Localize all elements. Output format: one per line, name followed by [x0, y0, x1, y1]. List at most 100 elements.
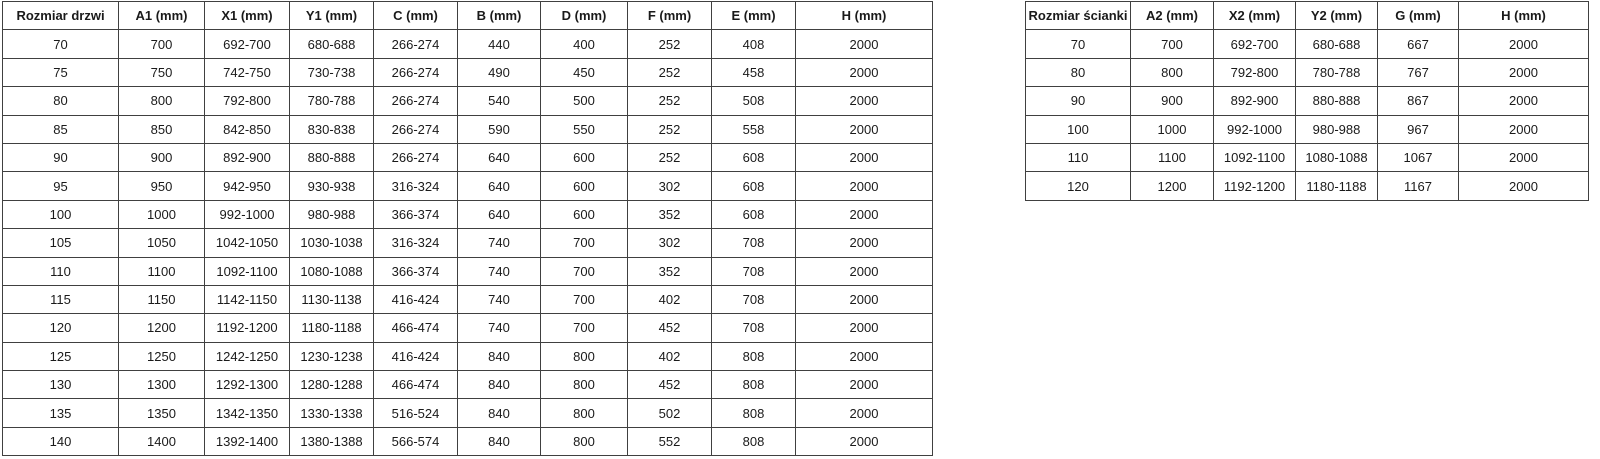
table-cell: 2000 [795, 398, 933, 428]
table-cell: 466-474 [373, 370, 458, 400]
table-row: 80 800 792-800 780-788 767 2000 [1025, 57, 1589, 88]
header-row: Rozmiar ścianki A2 (mm) X2 (mm) Y2 (mm) G (m… [1025, 0, 1589, 31]
table-cell: 408 [711, 29, 796, 59]
table-cell: 640 [457, 199, 541, 230]
table-cell: 708 [711, 228, 796, 258]
table-cell: 130 [2, 370, 119, 400]
column-header: A2 (mm) [1130, 0, 1214, 31]
table-cell: 1300 [118, 370, 205, 400]
table-cell: 750 [118, 57, 205, 88]
table-row: 120 1200 1192-1200 1180-1188 466-474 740 700 45… [2, 313, 933, 343]
table-cell: 1180-1188 [1295, 171, 1378, 201]
table-cell: 2000 [795, 341, 933, 372]
table-cell: 1230-1238 [289, 341, 374, 372]
table-cell: 125 [2, 341, 119, 372]
table-cell: 2000 [795, 57, 933, 88]
table-cell: 1080-1088 [289, 256, 374, 286]
column-header: C (mm) [373, 0, 458, 31]
table-row: 100 1000 992-1000 980-988 967 2000 [1025, 114, 1589, 144]
table-cell: 2000 [795, 29, 933, 59]
table-cell: 2000 [795, 426, 933, 457]
table-cell: 780-788 [1295, 57, 1378, 88]
table-cell: 252 [627, 114, 712, 144]
table-cell: 792-800 [204, 86, 290, 116]
table-cell: 490 [457, 57, 541, 88]
table-cell: 2000 [1458, 57, 1589, 88]
table-cell: 830-838 [289, 114, 374, 144]
column-header: Rozmiar ścianki [1025, 0, 1131, 31]
table-cell: 600 [540, 142, 628, 173]
table-row: 120 1200 1192-1200 1180-1188 1167 2000 [1025, 171, 1589, 201]
table-cell: 1192-1200 [204, 313, 290, 343]
table-cell: 2000 [795, 86, 933, 116]
table-cell: 552 [627, 426, 712, 457]
column-header: X1 (mm) [204, 0, 290, 31]
column-header: X2 (mm) [1213, 0, 1296, 31]
table-cell: 930-938 [289, 171, 374, 201]
table-cell: 2000 [1458, 142, 1589, 173]
table-cell: 540 [457, 86, 541, 116]
table-cell: 792-800 [1213, 57, 1296, 88]
table-cell: 667 [1377, 29, 1459, 59]
table-cell: 840 [457, 341, 541, 372]
table-row: 115 1150 1142-1150 1130-1138 416-424 740 700 40… [2, 284, 933, 315]
table-cell: 980-988 [1295, 114, 1378, 144]
table-cell: 452 [627, 313, 712, 343]
table-row: 70 700 692-700 680-688 266-274 440 400 252 408 20… [2, 29, 933, 59]
table-cell: 1092-1100 [204, 256, 290, 286]
column-header: Y1 (mm) [289, 0, 374, 31]
table-cell: 1030-1038 [289, 228, 374, 258]
table-cell: 2000 [1458, 114, 1589, 144]
column-header: Rozmiar drzwi [2, 0, 119, 31]
table-cell: 680-688 [1295, 29, 1378, 59]
table-cell: 266-274 [373, 86, 458, 116]
table-cell: 2000 [1458, 29, 1589, 59]
column-header: B (mm) [457, 0, 541, 31]
table-cell: 700 [540, 256, 628, 286]
table-cell: 110 [1025, 142, 1131, 173]
table-cell: 1000 [1130, 114, 1214, 144]
table-cell: 800 [540, 370, 628, 400]
table-cell: 266-274 [373, 114, 458, 144]
table-cell: 366-374 [373, 256, 458, 286]
table-cell: 1080-1088 [1295, 142, 1378, 173]
table-cell: 252 [627, 29, 712, 59]
table-cell: 808 [711, 370, 796, 400]
table-cell: 700 [540, 228, 628, 258]
table-cell: 780-788 [289, 86, 374, 116]
table-cell: 402 [627, 341, 712, 372]
table-cell: 90 [1025, 86, 1131, 116]
table-cell: 266-274 [373, 57, 458, 88]
table-cell: 692-700 [204, 29, 290, 59]
table-cell: 100 [2, 199, 119, 230]
table-cell: 440 [457, 29, 541, 59]
table-cell: 70 [1025, 29, 1131, 59]
table-row: 140 1400 1392-1400 1380-1388 566-574 840 800 55… [2, 426, 933, 457]
table-cell: 500 [540, 86, 628, 116]
table-cell: 700 [1130, 29, 1214, 59]
table-cell: 1100 [1130, 142, 1214, 173]
table-cell: 2000 [795, 284, 933, 315]
table-cell: 1380-1388 [289, 426, 374, 457]
table-row: 135 1350 1342-1350 1330-1338 516-524 840 800 50… [2, 398, 933, 428]
table-cell: 135 [2, 398, 119, 428]
table-cell: 800 [540, 341, 628, 372]
table-cell: 740 [457, 228, 541, 258]
table-cell: 466-474 [373, 313, 458, 343]
table-cell: 800 [1130, 57, 1214, 88]
door-sizes-table: Rozmiar drzwi A1 (mm) X1 (mm) Y1 (mm) C (mm)… [2, 0, 933, 457]
table-cell: 458 [711, 57, 796, 88]
table-cell: 1242-1250 [204, 341, 290, 372]
column-header: E (mm) [711, 0, 796, 31]
table-cell: 1067 [1377, 142, 1459, 173]
table-cell: 1200 [118, 313, 205, 343]
table-cell: 680-688 [289, 29, 374, 59]
table-cell: 1130-1138 [289, 284, 374, 315]
table-cell: 967 [1377, 114, 1459, 144]
table-cell: 558 [711, 114, 796, 144]
table-cell: 115 [2, 284, 119, 315]
table-row: 80 800 792-800 780-788 266-274 540 500 252 508 20… [2, 86, 933, 116]
table-cell: 730-738 [289, 57, 374, 88]
table-cell: 1292-1300 [204, 370, 290, 400]
